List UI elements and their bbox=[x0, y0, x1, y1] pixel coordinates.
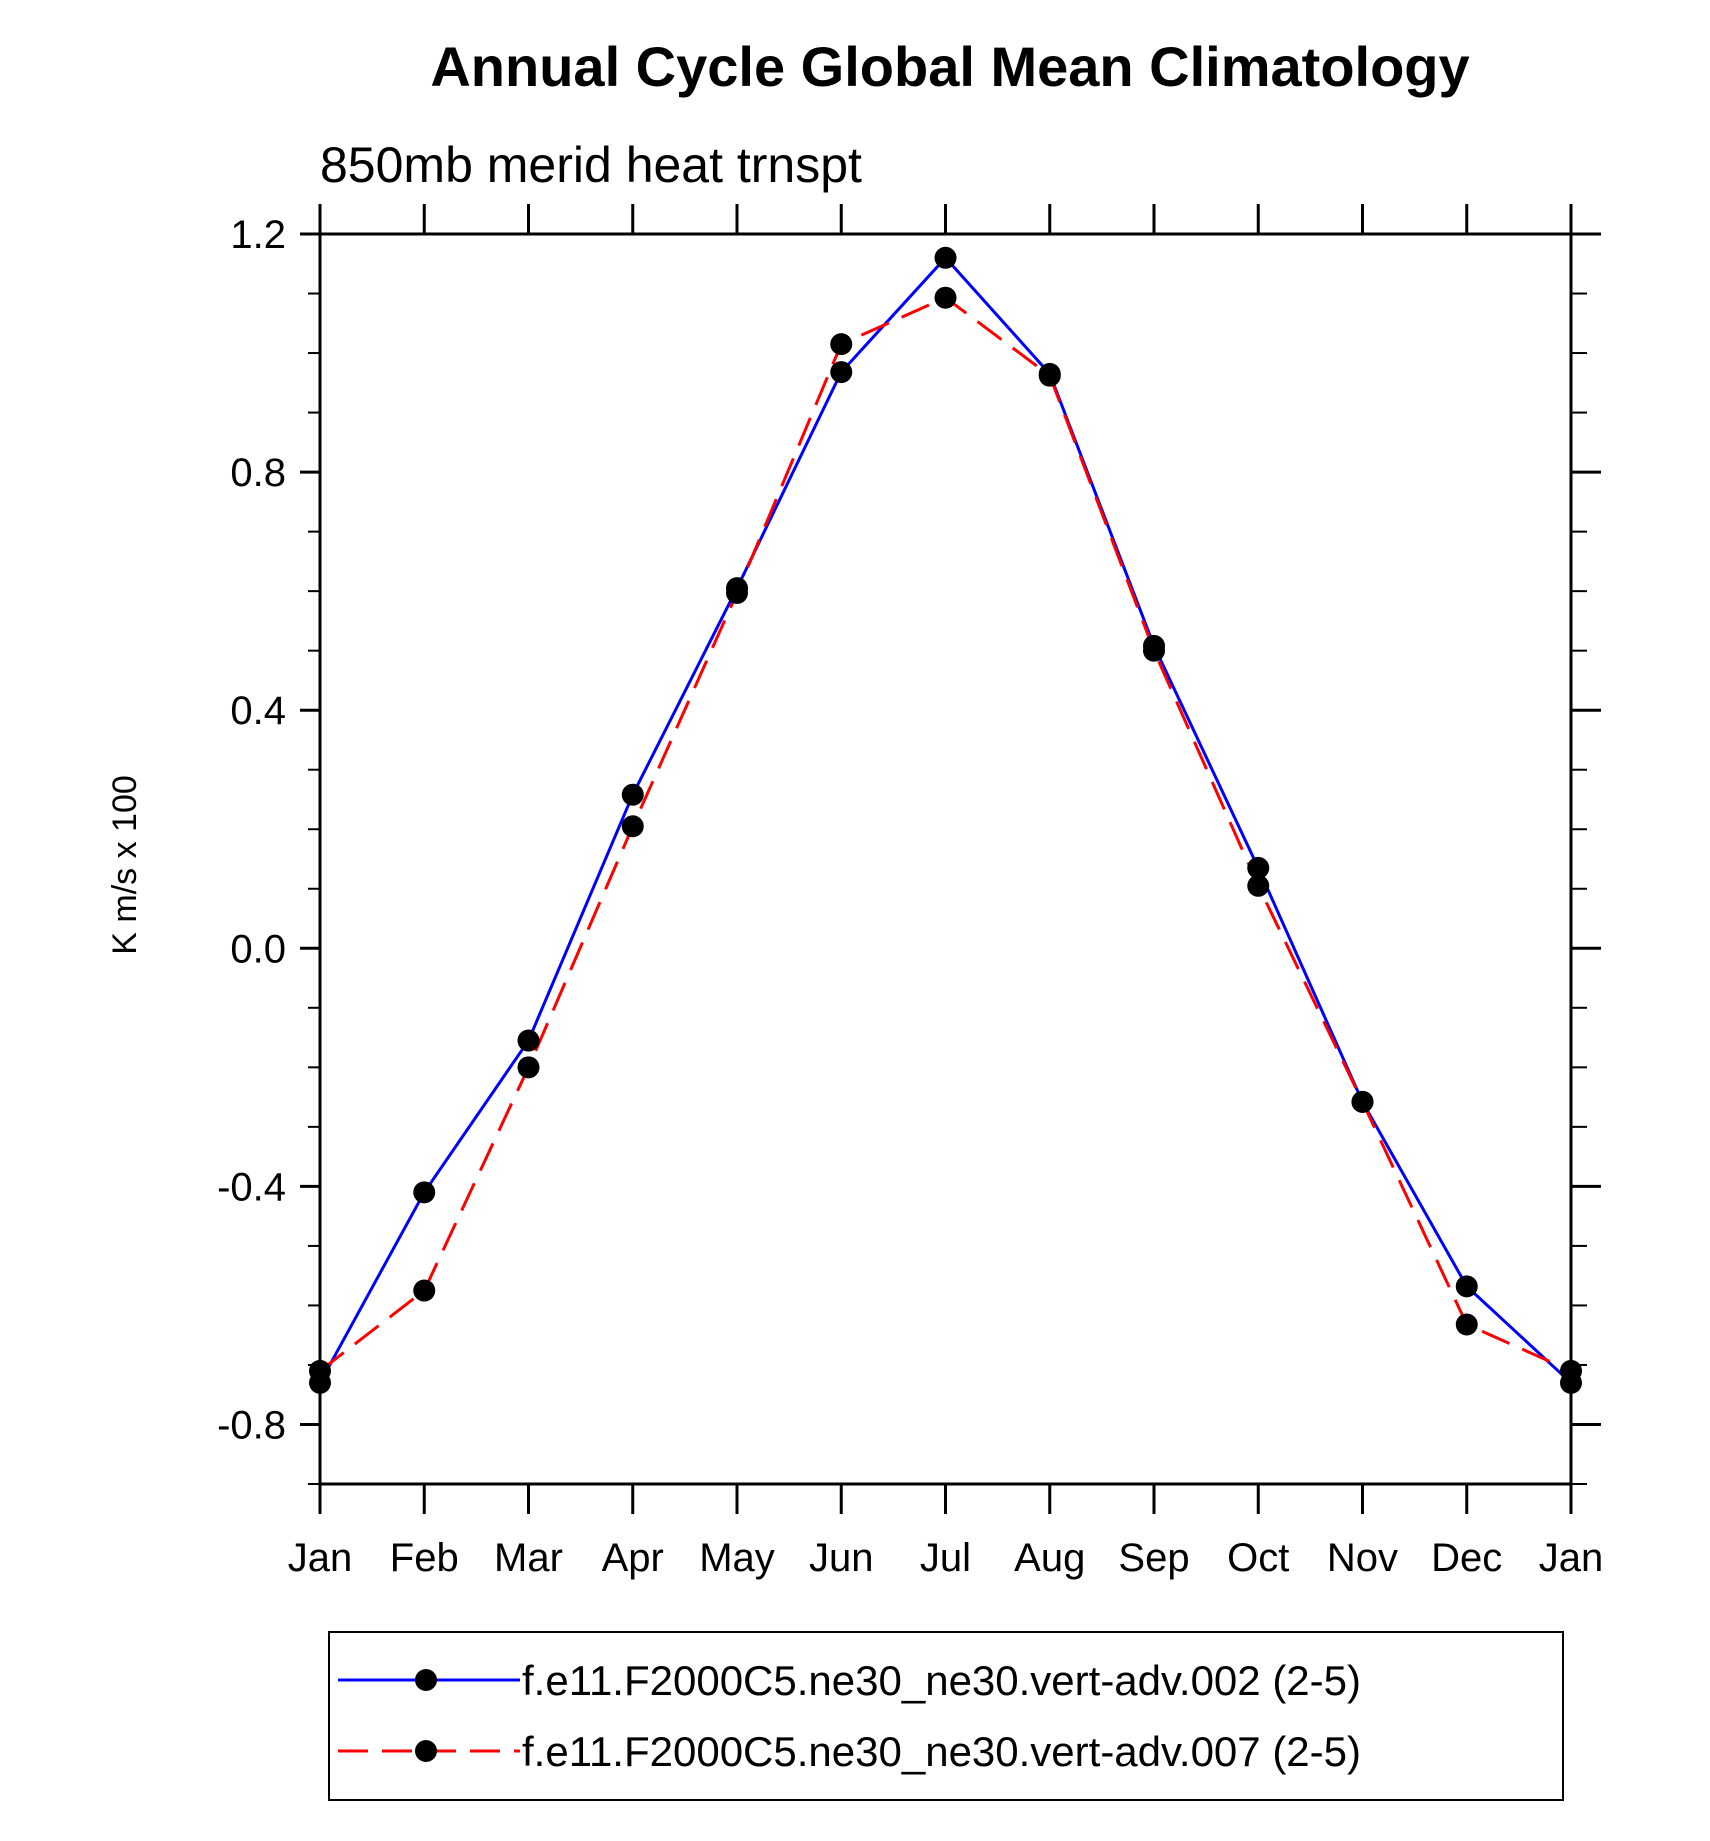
data-point-series-2 bbox=[1351, 1090, 1374, 1113]
data-point-series-1 bbox=[1455, 1275, 1478, 1298]
x-tick-label: Jan bbox=[288, 1536, 353, 1580]
data-series bbox=[309, 246, 1582, 1394]
y-tick-label: 1.2 bbox=[230, 213, 286, 257]
data-point-series-2 bbox=[1247, 874, 1270, 897]
data-point-series-2 bbox=[1143, 639, 1165, 662]
series-line-1 bbox=[318, 256, 1573, 1384]
data-point-series-2 bbox=[1038, 364, 1061, 387]
chart-subtitle: 850mb merid heat trnspt bbox=[320, 137, 862, 193]
data-point-series-2 bbox=[934, 286, 957, 309]
plot-frame bbox=[318, 232, 1573, 1486]
x-tick-label: Jun bbox=[809, 1536, 874, 1580]
axis-ticks: 1.2 0.8 0.4 0.0 -0.4 -0.8 Jan Feb Mar Apr May Jun Ju… bbox=[217, 204, 1603, 1580]
data-point-series-2 bbox=[517, 1056, 540, 1079]
data-point-series-1 bbox=[934, 246, 957, 269]
data-point-series-2 bbox=[413, 1279, 436, 1302]
x-tick-label: Nov bbox=[1327, 1536, 1398, 1580]
y-tick-label: -0.8 bbox=[217, 1403, 286, 1447]
x-tick-label: May bbox=[699, 1536, 775, 1580]
y-tick-label: -0.4 bbox=[217, 1165, 286, 1209]
x-tick-label: Dec bbox=[1431, 1536, 1502, 1580]
x-tick-label: Jan bbox=[1539, 1536, 1604, 1580]
x-tick-label: Mar bbox=[494, 1536, 563, 1580]
data-point-series-1 bbox=[621, 783, 644, 806]
data-point-series-1 bbox=[1247, 856, 1270, 879]
data-point-series-2 bbox=[621, 815, 644, 838]
y-tick-label: 0.8 bbox=[230, 451, 286, 495]
legend-label-series-1: f.e11.F2000C5.ne30_ne30.vert-adv.002 (2-… bbox=[522, 1657, 1361, 1704]
legend-marker-series-1 bbox=[415, 1669, 437, 1691]
x-tick-label: Apr bbox=[602, 1536, 664, 1580]
x-tick-label: Feb bbox=[390, 1536, 459, 1580]
chart-title: Annual Cycle Global Mean Climatology bbox=[430, 35, 1469, 98]
y-tick-label: 0.4 bbox=[230, 689, 286, 733]
legend-box bbox=[328, 1631, 1564, 1801]
data-point-series-2 bbox=[830, 333, 853, 356]
data-point-series-2 bbox=[726, 581, 748, 604]
legend: f.e11.F2000C5.ne30_ne30.vert-adv.002 (2-… bbox=[328, 1631, 1564, 1801]
legend-marker-series-2 bbox=[415, 1740, 437, 1762]
x-tick-label: Aug bbox=[1014, 1536, 1085, 1580]
x-tick-label: Jul bbox=[920, 1536, 971, 1580]
series-line-2 bbox=[319, 296, 1572, 1373]
data-point-series-1 bbox=[413, 1181, 436, 1204]
y-tick-label: 0.0 bbox=[230, 927, 286, 971]
legend-label-series-2: f.e11.F2000C5.ne30_ne30.vert-adv.007 (2-… bbox=[522, 1728, 1361, 1775]
x-tick-label: Oct bbox=[1227, 1536, 1289, 1580]
x-tick-label: Sep bbox=[1118, 1536, 1189, 1580]
data-point-series-2 bbox=[1455, 1313, 1478, 1336]
data-point-series-1 bbox=[517, 1029, 540, 1052]
data-point-series-1 bbox=[830, 361, 853, 384]
y-axis-label: K m/s x 100 bbox=[106, 775, 144, 955]
